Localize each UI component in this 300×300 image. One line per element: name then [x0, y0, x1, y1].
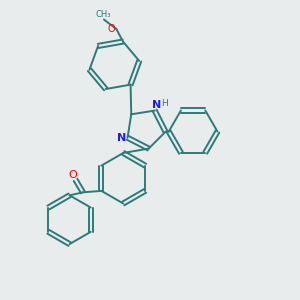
- Text: O: O: [107, 24, 115, 34]
- Text: N: N: [152, 100, 161, 110]
- Text: H: H: [161, 99, 168, 108]
- Text: CH₃: CH₃: [96, 10, 111, 19]
- Text: O: O: [69, 170, 77, 180]
- Text: N: N: [117, 134, 126, 143]
